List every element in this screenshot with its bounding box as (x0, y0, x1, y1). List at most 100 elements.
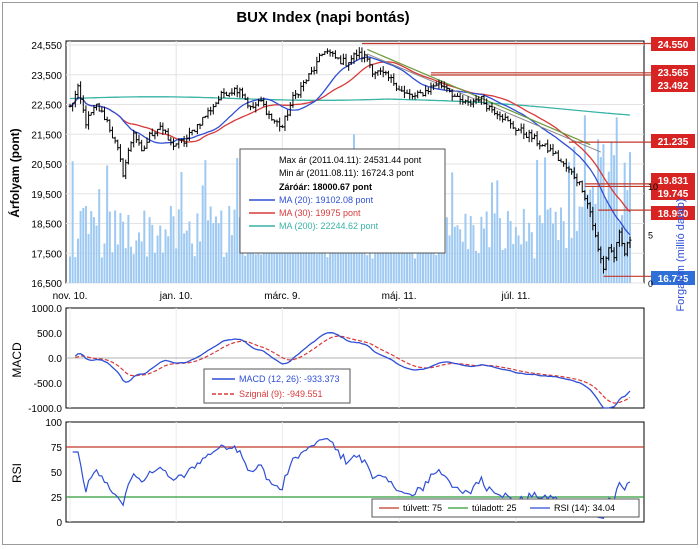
price-legend: Max ár (2011.04.11): 24531.44 pont Min á… (239, 148, 446, 254)
level-badge (651, 65, 695, 79)
volume-bar (475, 250, 478, 283)
volume-bar (98, 189, 101, 283)
volume-bar (559, 207, 562, 283)
volume-bar (140, 241, 143, 283)
volume-bar (156, 235, 159, 283)
volume-bar (69, 256, 71, 283)
volume-bar (477, 253, 480, 283)
volume-bar (193, 256, 196, 283)
volume-bar (122, 221, 125, 283)
volume-bar (615, 117, 618, 283)
volume-bar (153, 252, 156, 283)
volume-bar (230, 235, 233, 283)
volume-bar (480, 216, 483, 283)
legend-oversold: túladott: 25 (472, 503, 517, 513)
macd-lines (66, 332, 644, 409)
volume-bar (517, 235, 520, 283)
x-tick-label: nov. 10. (53, 291, 88, 302)
volume-bar (84, 206, 87, 283)
volume-bar (334, 233, 337, 283)
volume-bar (567, 162, 570, 283)
price-bars (68, 47, 632, 274)
price-tick-label: 16,500 (31, 279, 62, 290)
volume-bar (111, 252, 114, 283)
volume-bar (483, 228, 486, 283)
volume-bar (87, 233, 90, 283)
macd-line (74, 332, 631, 409)
volume-bar (172, 216, 175, 283)
volume-bar (225, 252, 228, 283)
volume-bar (589, 189, 592, 283)
volume-bar (164, 229, 167, 283)
volume-bar (241, 247, 244, 283)
volume-bar (116, 244, 119, 283)
volume-bar (175, 248, 178, 283)
volume-bar (371, 258, 374, 283)
volume-bar (597, 139, 600, 283)
level-badge-label: 19.831 (658, 176, 689, 187)
volume-bar (307, 248, 310, 283)
volume-bar (204, 160, 207, 283)
volume-bar (135, 240, 138, 283)
legend-max: Max ár (2011.04.11): 24531.44 pont (279, 155, 422, 165)
volume-bar (554, 211, 557, 283)
legend-signal: Szignál (9): -949.551 (239, 389, 323, 399)
level-badge (651, 206, 695, 220)
volume-bar (451, 172, 454, 283)
level-badge-label: 24.550 (658, 40, 689, 51)
volume-bar (262, 244, 265, 283)
ma20-line (69, 56, 631, 236)
macd-tick-label: 1000.0 (31, 304, 62, 315)
volume-bar (92, 217, 95, 283)
volume-bar (408, 227, 411, 283)
macd-tick-label: -1000.0 (28, 404, 62, 415)
volume-bar (382, 247, 385, 283)
volume-bar (95, 225, 98, 283)
volume-bar (169, 206, 172, 283)
volume-bar (536, 159, 539, 283)
volume-bar (629, 152, 631, 283)
volume-bar (71, 161, 74, 283)
volume-bar (448, 235, 451, 283)
volume-axis-title: Forgalom (millió darab) (675, 198, 687, 311)
volume-bar (469, 216, 472, 283)
volume-bar (201, 185, 204, 283)
level-badge (651, 78, 695, 92)
volume-bar (599, 157, 602, 283)
volume-bar (323, 224, 326, 283)
rsi-tick-label: 25 (51, 493, 63, 504)
volume-bar (159, 225, 162, 283)
chart-title: BUX Index (napi bontás) (236, 9, 409, 26)
volume-bar (114, 210, 117, 283)
volume-bar (522, 208, 525, 283)
volume-bar (509, 221, 512, 283)
volume-tick-label: 5 (648, 231, 653, 241)
volume-bar (82, 207, 85, 283)
volume-bar (459, 229, 462, 283)
volume-bar (260, 254, 263, 283)
volume-bar (586, 194, 589, 283)
volume-bar (180, 171, 183, 283)
rsi-tick-label: 0 (56, 518, 62, 529)
rsi-tick-label: 75 (51, 443, 63, 454)
volume-bar (167, 236, 170, 283)
volume-bar (233, 209, 236, 283)
legend-ma200: MA (200): 22244.62 pont (279, 221, 379, 231)
volume-bar (618, 222, 621, 283)
volume-bar (552, 223, 555, 283)
volume-bar (613, 155, 616, 283)
volume-bar (573, 146, 576, 283)
volume-bar (379, 246, 382, 283)
volume-bar (143, 210, 146, 283)
volume-bar (445, 217, 448, 283)
legend-macd: MACD (12, 26): -933.373 (239, 374, 340, 384)
volume-bar (435, 255, 438, 283)
volume-bar (326, 257, 329, 283)
level-badge-label: 23.492 (658, 81, 689, 92)
x-tick-label: júl. 11. (501, 291, 531, 302)
volume-bar (621, 215, 624, 283)
volume-bar (414, 258, 417, 283)
volume-bar (398, 244, 401, 283)
volume-bar (488, 247, 491, 283)
x-tick-label: jan. 10. (159, 291, 193, 302)
